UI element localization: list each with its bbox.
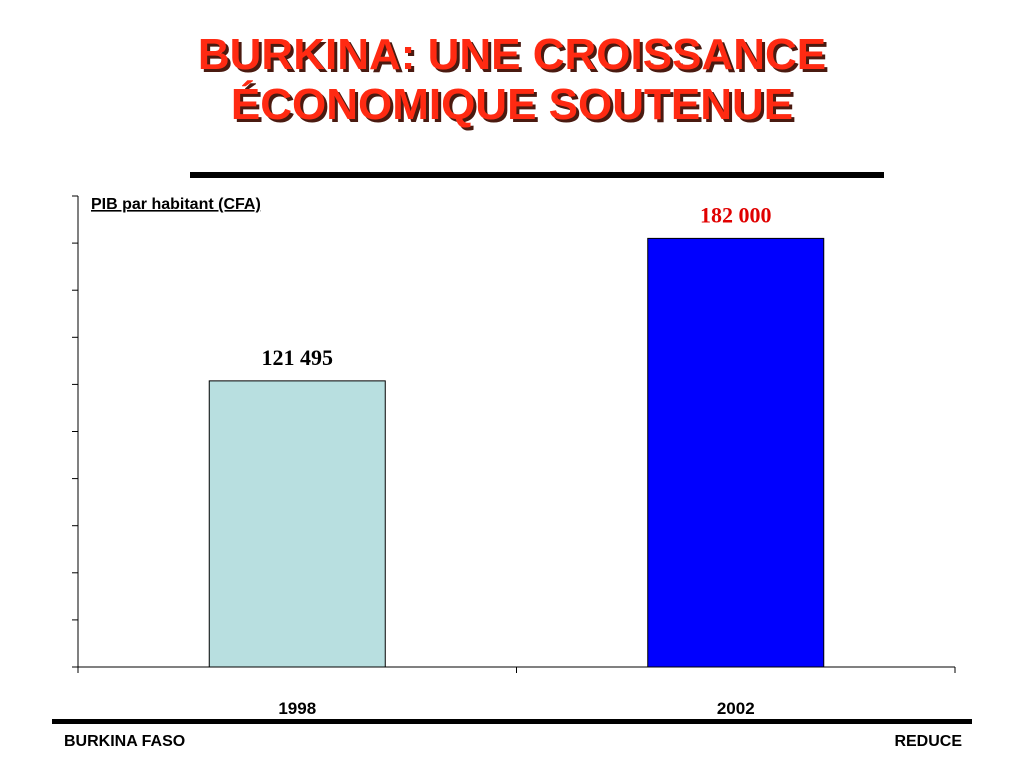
footer-left-label: BURKINA FASO <box>64 733 186 750</box>
page-title: BURKINA: UNE CROISSANCE ÉCONOMIQUE SOUTE… <box>0 30 1024 130</box>
title-line-1: BURKINA: UNE CROISSANCE <box>197 30 827 79</box>
chart-root: PIB par habitant (CFA) 121 495 1998 182 000… <box>72 195 956 718</box>
footer-divider <box>52 719 972 724</box>
footer-right-label: REDUCE <box>894 733 962 750</box>
bar-1998 <box>208 380 386 668</box>
bar-2002 <box>647 237 825 668</box>
y-axis-label: PIB par habitant (CFA) <box>91 196 261 213</box>
x-tick-label-1998: 1998 <box>278 699 316 718</box>
x-tick-label-2002: 2002 <box>717 699 755 718</box>
value-label-2002: 182 000 <box>700 202 772 227</box>
value-label-1998: 121 495 <box>262 345 334 370</box>
title-divider <box>190 172 884 178</box>
title-line-2: ÉCONOMIQUE SOUTENUE <box>230 80 794 129</box>
